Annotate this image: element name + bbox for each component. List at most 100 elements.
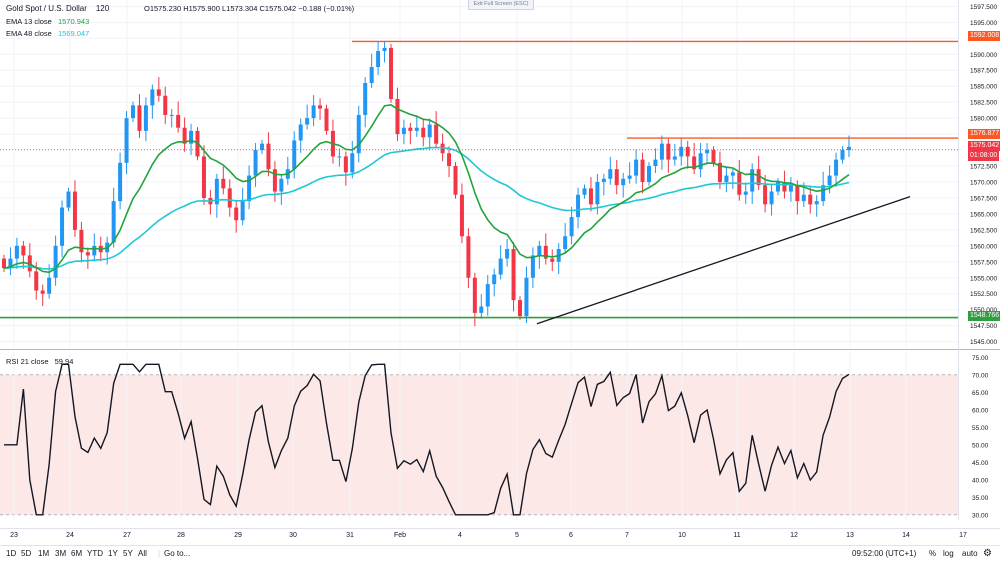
candle-body xyxy=(2,258,6,269)
candle-body xyxy=(124,118,129,163)
candle-body xyxy=(350,153,355,173)
clock-readout[interactable]: 09:52:00 (UTC+1) xyxy=(852,549,917,558)
interval-label[interactable]: 120 xyxy=(95,4,110,13)
candle-body xyxy=(647,166,651,182)
x-tick-label: 31 xyxy=(346,532,354,539)
candle-body xyxy=(14,245,19,259)
x-tick-label: 4 xyxy=(458,532,462,539)
candle-body xyxy=(343,156,348,173)
x-tick-label: 13 xyxy=(846,532,854,539)
y-tick-label: 1547.500 xyxy=(970,323,997,330)
range-1m[interactable]: 1M xyxy=(38,549,50,558)
rsi-label: RSI 21 close xyxy=(6,357,49,366)
candle-body xyxy=(414,127,419,131)
candle-body xyxy=(201,156,206,198)
rsi-tick-label: 65.00 xyxy=(972,390,989,397)
y-tick-label: 1560.000 xyxy=(970,243,997,250)
candle-body xyxy=(788,185,793,192)
candle-body xyxy=(247,175,252,202)
x-tick-label: 27 xyxy=(123,532,131,539)
candle-body xyxy=(563,236,568,250)
candle-body xyxy=(666,143,671,160)
candle-body xyxy=(524,277,529,317)
candle-body xyxy=(318,105,323,109)
candle-body xyxy=(298,124,303,141)
candle-body xyxy=(279,178,284,192)
log-toggle[interactable]: log xyxy=(943,549,954,558)
symbol-title[interactable]: Gold Spot / U.S. Dollar xyxy=(6,4,87,13)
candle-body xyxy=(311,105,316,119)
ema13-label: EMA 13 close xyxy=(6,17,52,26)
rsi-legend[interactable]: RSI 21 close 59.94 xyxy=(6,357,73,366)
range-5y[interactable]: 5Y xyxy=(123,549,133,558)
bottom-toolbar: 1D 5D 1M 3M 6M YTD 1Y 5Y All | Go to... … xyxy=(0,545,1000,562)
candle-body xyxy=(395,98,400,135)
x-tick-label: 29 xyxy=(234,532,242,539)
settings-gear-icon[interactable]: ⚙ xyxy=(983,548,992,559)
candle-body xyxy=(227,188,232,208)
exit-fullscreen-button[interactable]: Exit Full Screen (ESC) xyxy=(468,0,534,10)
candle-body xyxy=(821,185,826,202)
range-all[interactable]: All xyxy=(138,549,147,558)
range-1d[interactable]: 1D xyxy=(6,549,17,558)
goto-button[interactable]: Go to... xyxy=(164,549,191,558)
percent-toggle[interactable]: % xyxy=(929,549,937,558)
candle-body xyxy=(601,178,606,182)
auto-toggle[interactable]: auto xyxy=(962,549,978,558)
ema13-line xyxy=(3,103,850,274)
y-tick-label: 1585.000 xyxy=(970,84,997,91)
x-tick-label: 28 xyxy=(177,532,185,539)
x-tick-label: 10 xyxy=(678,532,686,539)
x-tick-label: 7 xyxy=(625,532,629,539)
countdown-flag: 01:08:00 xyxy=(968,151,1000,161)
toolbar-divider: | xyxy=(158,549,161,558)
symbol-header: Gold Spot / U.S. Dollar 120 xyxy=(6,4,109,13)
y-tick-label: 1597.500 xyxy=(970,4,997,11)
rsi-value: 59.94 xyxy=(54,357,74,366)
rsi-tick-label: 70.00 xyxy=(972,372,989,379)
ema48-legend[interactable]: EMA 48 close 1569.047 xyxy=(6,29,89,38)
y-tick-label: 1557.500 xyxy=(970,259,997,266)
rsi-line xyxy=(4,363,850,516)
candle-body xyxy=(221,178,226,189)
candle-body xyxy=(672,156,677,160)
candle-body xyxy=(40,290,45,294)
candle-body xyxy=(156,89,161,96)
x-tick-label: 11 xyxy=(733,532,740,539)
candle-body xyxy=(840,150,845,160)
candle-body xyxy=(369,67,374,84)
candle-body xyxy=(692,156,697,170)
range-ytd[interactable]: YTD xyxy=(87,549,103,558)
candle-body xyxy=(550,258,555,262)
candle-body xyxy=(685,146,690,157)
candle-body xyxy=(21,245,26,256)
range-3m[interactable]: 3M xyxy=(55,549,67,558)
candle-body xyxy=(60,207,65,246)
candle-body xyxy=(595,181,600,205)
candle-body xyxy=(588,188,593,205)
candle-body xyxy=(717,162,722,182)
y-tick-label: 1550.000 xyxy=(970,307,997,314)
range-5d[interactable]: 5D xyxy=(21,549,32,558)
y-tick-label: 1555.000 xyxy=(970,275,997,282)
candle-body xyxy=(492,274,497,285)
candle-body xyxy=(537,245,542,256)
candle-body xyxy=(143,105,148,131)
candle-body xyxy=(505,249,510,259)
candle-body xyxy=(427,124,432,138)
candle-body xyxy=(182,127,187,144)
range-6m[interactable]: 6M xyxy=(71,549,83,558)
candle-body xyxy=(214,178,219,205)
range-1y[interactable]: 1Y xyxy=(108,549,118,558)
ema13-legend[interactable]: EMA 13 close 1570.943 xyxy=(6,17,89,26)
candle-body xyxy=(240,201,245,221)
candle-body xyxy=(453,166,458,195)
candle-body xyxy=(705,150,710,154)
candle-body xyxy=(337,156,342,158)
y-tick-label: 1587.500 xyxy=(970,68,997,75)
rsi-tick-label: 55.00 xyxy=(972,425,989,432)
y-tick-label: 1562.500 xyxy=(970,227,997,234)
y-tick-label: 1572.500 xyxy=(970,164,997,171)
